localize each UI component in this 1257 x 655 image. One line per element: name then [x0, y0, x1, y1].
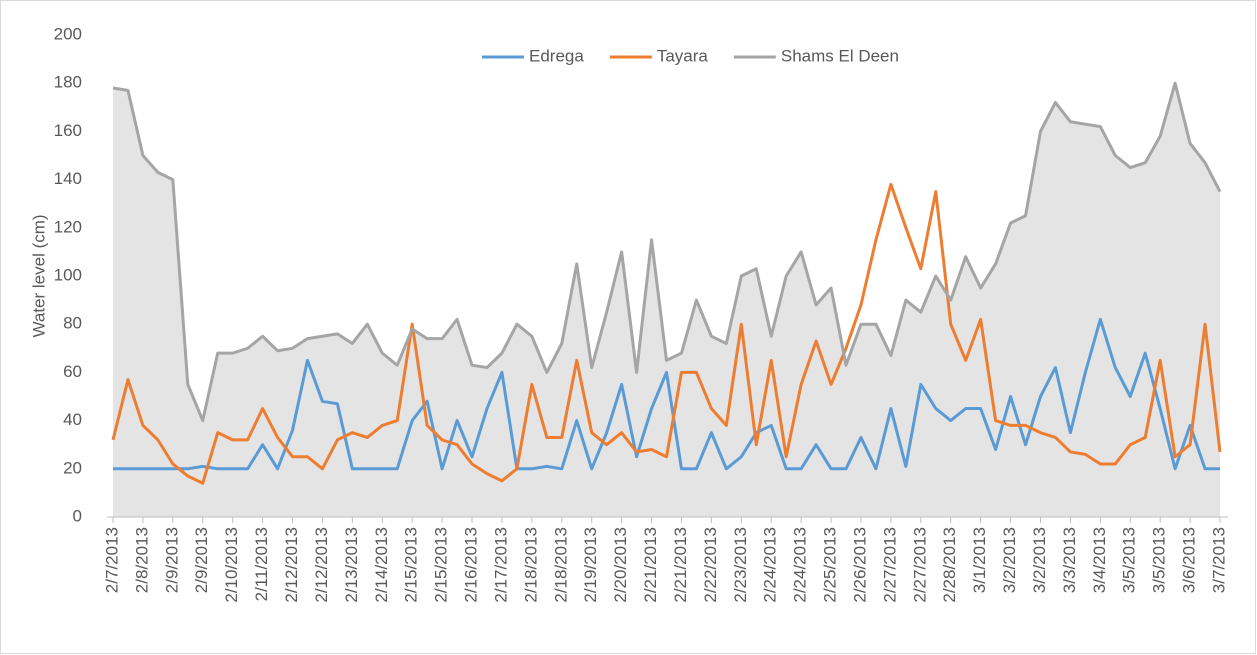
area — [113, 83, 1220, 517]
y-tick-label: 160 — [54, 121, 82, 140]
x-tick-label: 2/20/2013 — [611, 527, 630, 603]
legend-label: Edrega — [529, 46, 584, 65]
y-tick-label: 40 — [63, 410, 82, 429]
x-tick-label: 2/19/2013 — [581, 527, 600, 603]
y-tick-label: 180 — [54, 73, 82, 92]
y-tick-label: 60 — [63, 362, 82, 381]
x-tick-label: 2/10/2013 — [222, 527, 241, 603]
x-tick-label: 2/25/2013 — [821, 527, 840, 603]
y-tick-label: 0 — [73, 506, 82, 525]
y-tick-label: 100 — [54, 265, 82, 284]
x-tick-label: 3/3/2013 — [1060, 527, 1079, 593]
y-tick-label: 140 — [54, 169, 82, 188]
x-tick-label: 2/24/2013 — [761, 527, 780, 603]
x-tick-label: 2/22/2013 — [701, 527, 720, 603]
x-tick-label: 2/27/2013 — [910, 527, 929, 603]
x-tick-label: 2/18/2013 — [521, 527, 540, 603]
x-tick-label: 2/12/2013 — [282, 527, 301, 603]
x-tick-label: 3/5/2013 — [1120, 527, 1139, 593]
x-tick-label: 2/26/2013 — [850, 527, 869, 603]
x-tick-label: 2/9/2013 — [192, 527, 211, 593]
y-tick-label: 80 — [63, 314, 82, 333]
x-tick-label: 2/27/2013 — [880, 527, 899, 603]
line-series — [113, 317, 1220, 471]
x-tick-label: 2/15/2013 — [402, 527, 421, 603]
x-tick-label: 2/21/2013 — [641, 527, 660, 603]
x-tick-label: 2/17/2013 — [491, 527, 510, 603]
x-tick-label: 3/2/2013 — [1030, 527, 1049, 593]
x-tick-label: 2/12/2013 — [312, 527, 331, 603]
x-tick-label: 3/6/2013 — [1180, 527, 1199, 593]
x-tick-label: 2/28/2013 — [940, 527, 959, 603]
x-tick-label: 3/2/2013 — [1000, 527, 1019, 593]
line-series — [111, 182, 1222, 485]
x-tick-label: 2/21/2013 — [671, 527, 690, 603]
x-tick-label: 2/8/2013 — [132, 527, 151, 593]
x-tick-label: 2/23/2013 — [731, 527, 750, 603]
x-tick-label: 3/1/2013 — [970, 527, 989, 593]
y-tick-label: 20 — [63, 458, 82, 477]
x-tick-label: 2/11/2013 — [252, 527, 271, 601]
legend-label: Shams El Deen — [781, 46, 899, 65]
line-series — [112, 81, 1222, 423]
x-tick-label: 2/13/2013 — [342, 527, 361, 603]
x-tick-label: 2/7/2013 — [102, 527, 121, 593]
x-tick-label: 2/9/2013 — [162, 527, 181, 593]
y-tick-label: 200 — [54, 24, 82, 43]
x-tick-label: 3/4/2013 — [1090, 527, 1109, 593]
y-tick-label: 120 — [54, 217, 82, 236]
x-tick-label: 2/24/2013 — [791, 527, 810, 603]
legend-label: Tayara — [657, 46, 709, 65]
y-axis-label: Water level (cm) — [29, 214, 48, 337]
x-tick-label: 2/15/2013 — [432, 527, 451, 603]
x-tick-label: 2/16/2013 — [462, 527, 481, 603]
x-tick-label: 2/14/2013 — [372, 527, 391, 603]
x-tick-label: 3/7/2013 — [1209, 527, 1228, 593]
x-tick-label: 3/5/2013 — [1150, 527, 1169, 593]
x-tick-label: 2/18/2013 — [551, 527, 570, 603]
